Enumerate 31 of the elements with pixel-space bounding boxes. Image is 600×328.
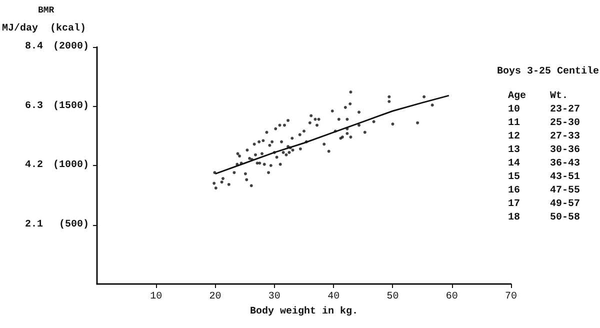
y-axis-title: MJ/day: [2, 22, 38, 34]
y2-tick-label: (1000): [52, 159, 89, 171]
x-tick-label: 70: [504, 292, 518, 302]
annotation: 11 25-30: [508, 118, 580, 129]
annotation: 12 27-33: [508, 132, 580, 142]
x-axis-title: Body weight in kg.: [250, 306, 358, 318]
annotation: 15 43-51: [508, 172, 580, 183]
annotation: Age Wt.: [508, 91, 568, 102]
y2-axis-title: (kcal): [50, 22, 86, 34]
x-tick-label: 40: [328, 292, 340, 302]
x-tick-label: 20: [209, 292, 222, 302]
x-tick-label: 10: [150, 292, 162, 302]
annotation: 13 30-36: [508, 145, 580, 156]
annotation: 10 23-27: [508, 104, 580, 116]
y-tick-label: 6.3: [24, 100, 43, 112]
text: BMR: [38, 6, 55, 16]
annotation: 18 50-58: [508, 212, 580, 224]
y-tick-label: 4.2: [24, 160, 43, 171]
y2-tick-label: (1500): [52, 100, 89, 112]
line-series: [214, 94, 450, 175]
annotation: 14 36-43: [508, 158, 580, 170]
y-tick-label: 8.4: [24, 42, 43, 52]
y-tick-label: 2.1: [24, 219, 43, 230]
x-tick-label: 50: [386, 292, 399, 302]
y2-tick-label: (2000): [52, 40, 89, 52]
annotation: 17 49-57: [508, 199, 580, 210]
annotation: 16 47-55: [508, 186, 580, 196]
annotation: Boys 3-25 Centile: [497, 66, 600, 78]
x-tick-label: 60: [446, 292, 458, 302]
x-tick-label: 30: [268, 292, 280, 302]
y2-tick-label: (500): [58, 218, 89, 230]
